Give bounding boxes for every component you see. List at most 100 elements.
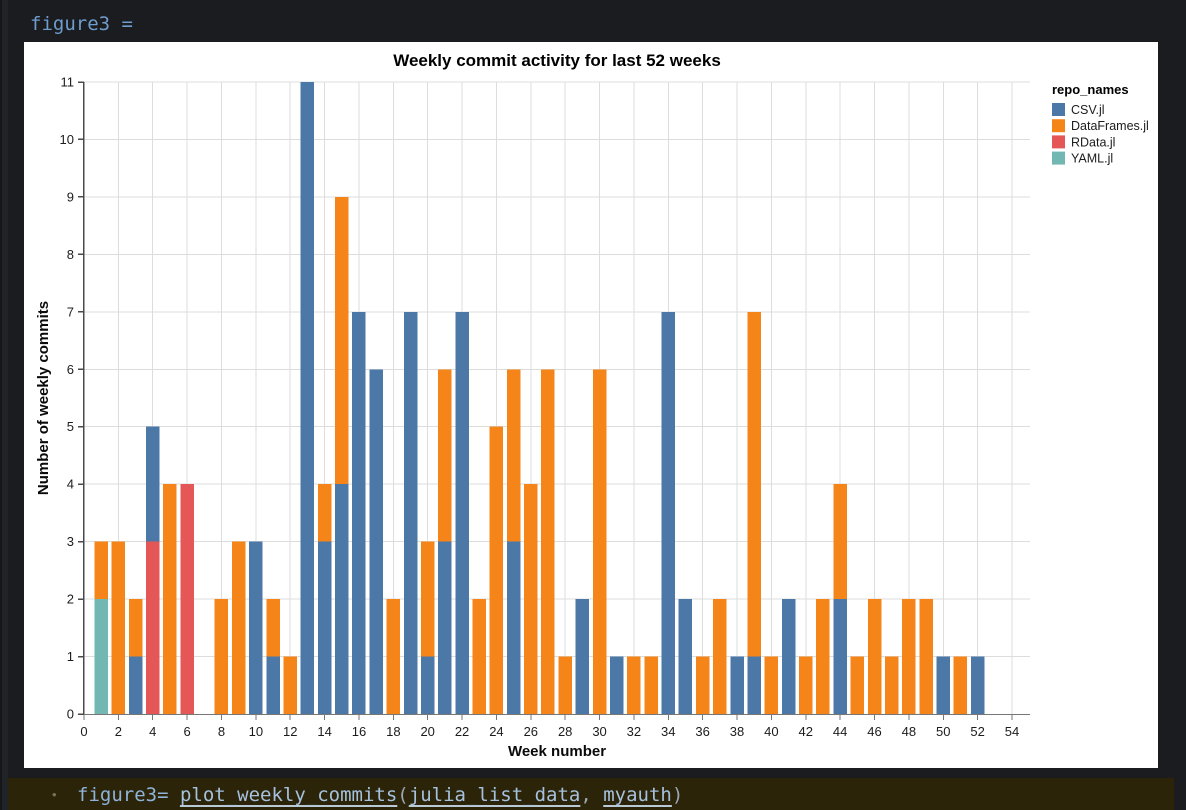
x-tick-label: 2 [115, 724, 122, 739]
x-tick-label: 32 [627, 724, 641, 739]
legend-swatch [1052, 151, 1065, 165]
bar-segment [266, 656, 280, 714]
bar-segment [781, 599, 796, 714]
y-tick-label: 0 [67, 707, 74, 722]
bar-segment [558, 656, 572, 714]
bar-segment [644, 656, 658, 714]
y-tick-label: 1 [67, 649, 74, 664]
bar-segment [661, 311, 676, 714]
bar-segment [94, 599, 108, 714]
cell-output-assignment: figure3 = [30, 10, 133, 38]
x-tick-label: 0 [80, 724, 87, 739]
x-tick-label: 40 [764, 724, 778, 739]
chart-output-panel: 0 2 4 6 8 10 12 14 16 18 20 22 24 26 28 30 32 34 36 38 40 42 4… [24, 42, 1158, 768]
bar-segment [145, 426, 160, 542]
x-tick-label: 12 [283, 724, 297, 739]
function-name-link[interactable]: plot_weekly_commits [179, 784, 398, 806]
legend-title: repo_names [1052, 82, 1129, 97]
bar-segment [128, 599, 143, 657]
x-tick-label: 14 [317, 724, 331, 739]
bar-segment [678, 599, 693, 714]
legend-label: RData.jl [1071, 135, 1115, 149]
output-variable-label: figure3 = [30, 13, 133, 35]
bar-segment [300, 82, 315, 714]
arg-julia-list-data-link[interactable]: julia_list_data [408, 784, 581, 806]
bar-segment [850, 656, 865, 714]
legend-label: YAML.jl [1071, 152, 1113, 166]
x-tick-label: 4 [149, 724, 156, 739]
bar-segment [420, 541, 435, 657]
bar-segment [764, 656, 779, 714]
y-tick-label: 8 [67, 247, 74, 262]
bar-segment [506, 369, 521, 542]
x-tick-label: 24 [489, 724, 503, 739]
bar-segment [438, 541, 452, 714]
x-tick-label: 38 [730, 724, 744, 739]
legend-swatch [1052, 119, 1065, 133]
bar-segment [231, 541, 246, 714]
bar-segment [111, 541, 126, 714]
bar-segment [799, 656, 813, 714]
x-tick-label: 28 [558, 724, 572, 739]
bar-segment [919, 599, 933, 714]
y-tick-label: 9 [67, 189, 74, 204]
x-tick-label: 42 [799, 724, 813, 739]
bar-segment [902, 599, 916, 714]
y-tick-label: 5 [67, 419, 74, 434]
code-cell[interactable]: • figure3= plot_weekly_commits(julia_lis… [8, 778, 1174, 810]
bar-segment [730, 656, 744, 714]
bar-segment [833, 599, 847, 714]
y-tick-label: 6 [67, 362, 74, 377]
x-tick-label: 44 [833, 724, 847, 739]
x-tick-label: 10 [249, 724, 263, 739]
bar-segment [317, 541, 332, 714]
bar-segment [609, 656, 624, 714]
x-tick-label: 34 [661, 724, 675, 739]
x-tick-label: 18 [386, 724, 400, 739]
bar-segment [128, 656, 143, 714]
y-axis-title: Number of weekly commits [35, 301, 52, 495]
x-tick-label: 36 [695, 724, 709, 739]
bar-segment [747, 311, 761, 657]
x-tick-label: 6 [183, 724, 190, 739]
bar-segment [369, 369, 383, 714]
x-tick-label: 46 [867, 724, 881, 739]
code-assignment: figure3= [77, 784, 180, 806]
bar-segment [713, 599, 727, 714]
bar-segment [472, 599, 486, 714]
bar-segment [317, 484, 332, 542]
bar-segment [335, 484, 349, 714]
x-tick-label: 52 [970, 724, 984, 739]
bar-segment [816, 599, 830, 714]
bar-segment [180, 484, 194, 714]
legend-label: DataFrames.jl [1071, 119, 1149, 133]
bar-segment [163, 484, 177, 714]
x-tick-label: 22 [455, 724, 469, 739]
bar-segment [283, 656, 297, 714]
bar-segment [438, 369, 452, 542]
bar-segment [506, 541, 521, 714]
bar-segment [575, 599, 590, 714]
y-tick-label: 10 [60, 132, 74, 147]
x-tick-label: 20 [420, 724, 434, 739]
bar-segment [627, 656, 641, 714]
bar-segment [214, 599, 229, 714]
x-tick-label: 8 [218, 724, 225, 739]
bar-segment [747, 656, 761, 714]
x-tick-label: 16 [352, 724, 366, 739]
bar-segment [489, 426, 504, 714]
x-tick-label: 30 [592, 724, 606, 739]
bar-segment [884, 656, 899, 714]
y-tick-label: 11 [61, 75, 75, 90]
arg-myauth-link[interactable]: myauth [603, 784, 672, 806]
close-paren: ) [671, 784, 684, 806]
left-gutter [0, 0, 8, 810]
x-axis-title: Week number [508, 743, 606, 760]
chart-title: Weekly commit activity for last 52 weeks [393, 51, 721, 70]
bar-segment [403, 311, 418, 714]
bar-segment [249, 541, 263, 714]
bar-segment [145, 541, 160, 714]
open-paren: ( [397, 784, 409, 806]
comma-separator: , [580, 784, 604, 806]
